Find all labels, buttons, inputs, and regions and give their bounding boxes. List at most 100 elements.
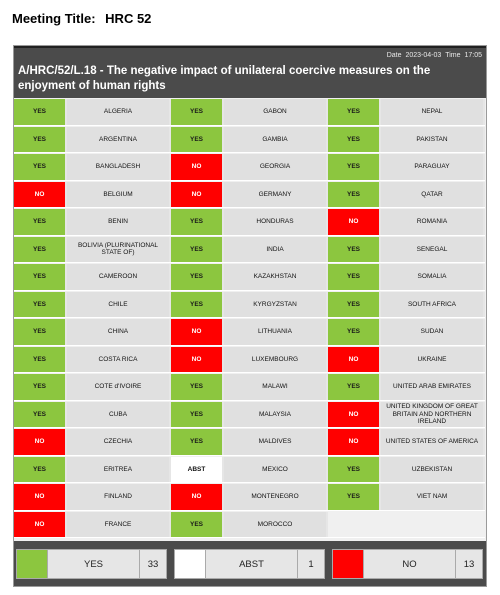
country-name: BENIN: [67, 209, 169, 235]
vote-badge: NO: [328, 401, 379, 427]
vote-badge: YES: [171, 401, 222, 427]
country-name: VIET NAM: [381, 484, 483, 510]
country-name: SOUTH AFRICA: [381, 291, 483, 317]
country-name: SOMALIA: [381, 264, 483, 290]
vote-row: YES MALAWI: [171, 374, 328, 401]
summary-count: 1: [297, 550, 324, 578]
country-name: QATAR: [381, 181, 483, 207]
summary-label: NO: [363, 550, 455, 578]
summary-count: 13: [455, 550, 482, 578]
vote-badge: YES: [14, 401, 65, 427]
vote-badge: YES: [171, 209, 222, 235]
vote-row: YES QATAR: [328, 181, 485, 208]
vote-row: YES SENEGAL: [328, 236, 485, 263]
vote-row: NO UNITED KINGDOM OF GREAT BRITAIN AND NO…: [328, 401, 485, 428]
vote-badge: NO: [171, 319, 222, 345]
vote-badge: YES: [171, 511, 222, 537]
country-name: ERITREA: [67, 456, 169, 482]
vote-badge: YES: [14, 236, 65, 262]
country-name: COTE d'IVOIRE: [67, 374, 169, 400]
country-name: INDIA: [224, 236, 326, 262]
vote-row: YES PARAGUAY: [328, 154, 485, 181]
summary-no: NO 13: [332, 549, 483, 579]
country-name: MALAWI: [224, 374, 326, 400]
country-name: FRANCE: [67, 511, 169, 537]
summary-swatch: [17, 550, 47, 578]
vote-results-panel: Date 2023-04-03 Time 17:05 A/HRC/52/L.18…: [13, 45, 487, 587]
time-label: Time: [445, 52, 461, 59]
country-name: GEORGIA: [224, 154, 326, 180]
vote-row: NO GERMANY: [171, 181, 328, 208]
country-name: BANGLADESH: [67, 154, 169, 180]
vote-badge: YES: [14, 154, 65, 180]
country-name: MALAYSIA: [224, 401, 326, 427]
vote-badge: YES: [171, 374, 222, 400]
vote-badge: YES: [14, 291, 65, 317]
country-name: CHINA: [67, 319, 169, 345]
vote-badge: YES: [328, 319, 379, 345]
summary-swatch: [175, 550, 205, 578]
vote-row: YES PAKISTAN: [328, 126, 485, 153]
vote-badge: NO: [171, 181, 222, 207]
vote-badge: NO: [328, 346, 379, 372]
vote-badge: YES: [14, 319, 65, 345]
vote-badge: NO: [14, 429, 65, 455]
vote-badge: YES: [14, 126, 65, 152]
vote-badge: YES: [328, 264, 379, 290]
vote-badge: YES: [328, 181, 379, 207]
vote-badge: NO: [14, 181, 65, 207]
vote-badge: ABST: [171, 456, 222, 482]
vote-row: YES COTE d'IVOIRE: [14, 374, 171, 401]
date-label: Date: [386, 52, 402, 59]
vote-badge: YES: [14, 209, 65, 235]
vote-badge: YES: [14, 99, 65, 125]
country-name: BELGIUM: [67, 181, 169, 207]
country-name: KAZAKHSTAN: [224, 264, 326, 290]
country-name: NEPAL: [381, 99, 483, 125]
vote-badge: YES: [328, 374, 379, 400]
country-name: ROMANIA: [381, 209, 483, 235]
country-name: LITHUANIA: [224, 319, 326, 345]
vote-row: YES COSTA RICA: [14, 346, 171, 373]
vote-badge: YES: [171, 126, 222, 152]
country-name: UNITED KINGDOM OF GREAT BRITAIN AND NORT…: [381, 401, 483, 427]
country-name: PARAGUAY: [381, 154, 483, 180]
vote-row: YES ARGENTINA: [14, 126, 171, 153]
vote-badge: YES: [14, 346, 65, 372]
time-value: 17:05: [464, 52, 482, 59]
country-name: MONTENEGRO: [224, 484, 326, 510]
vote-badge: YES: [328, 99, 379, 125]
country-name: PAKISTAN: [381, 126, 483, 152]
vote-badge: YES: [171, 99, 222, 125]
vote-badge: YES: [171, 264, 222, 290]
vote-row: YES KYRGYZSTAN: [171, 291, 328, 318]
vote-badge: YES: [328, 456, 379, 482]
vote-row: YES MOROCCO: [171, 511, 328, 538]
vote-row: YES HONDURAS: [171, 209, 328, 236]
vote-badge: YES: [14, 264, 65, 290]
country-name: UZBEKISTAN: [381, 456, 483, 482]
country-name: UNITED ARAB EMIRATES: [381, 374, 483, 400]
vote-row: YES ALGERIA: [14, 99, 171, 126]
country-name: ARGENTINA: [67, 126, 169, 152]
country-name: UKRAINE: [381, 346, 483, 372]
date-time: Date 2023-04-03 Time 17:05: [385, 52, 482, 59]
vote-row: NO CZECHIA: [14, 429, 171, 456]
vote-row: YES UZBEKISTAN: [328, 456, 485, 483]
vote-row: NO LUXEMBOURG: [171, 346, 328, 373]
country-name: SUDAN: [381, 319, 483, 345]
vote-badge: YES: [328, 126, 379, 152]
country-name: SENEGAL: [381, 236, 483, 262]
country-name: CHILE: [67, 291, 169, 317]
vote-row: YES SOMALIA: [328, 264, 485, 291]
vote-badge: NO: [14, 511, 65, 537]
vote-badge: NO: [171, 484, 222, 510]
empty-cell: [328, 511, 485, 538]
country-name: GAMBIA: [224, 126, 326, 152]
meeting-title-value: HRC 52: [105, 11, 152, 26]
country-name: CUBA: [67, 401, 169, 427]
vote-row: YES SUDAN: [328, 319, 485, 346]
summary-swatch: [333, 550, 363, 578]
country-name: MALDIVES: [224, 429, 326, 455]
country-name: COSTA RICA: [67, 346, 169, 372]
